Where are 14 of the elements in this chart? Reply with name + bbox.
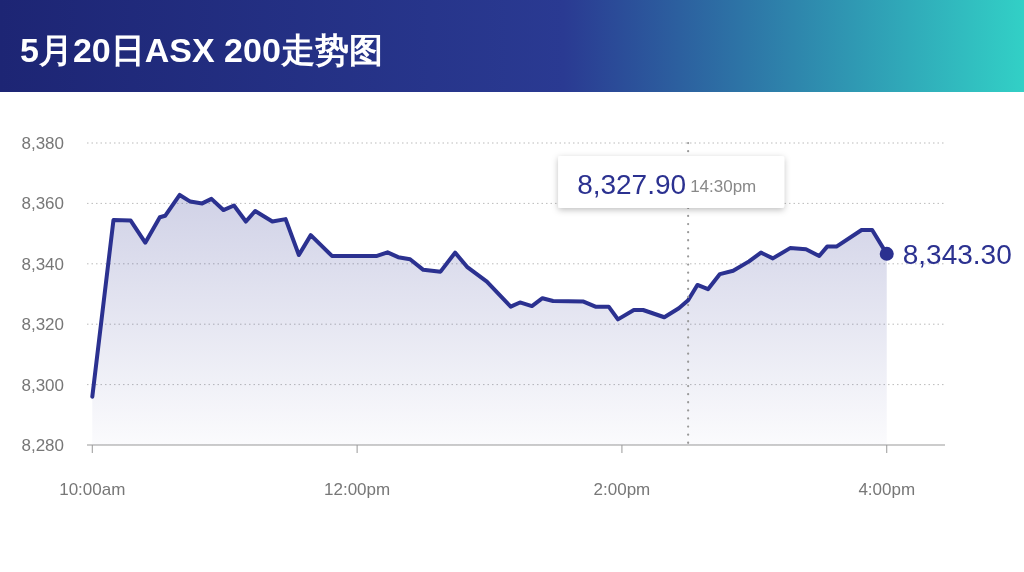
y-tick-label: 8,380 xyxy=(21,134,64,153)
x-tick-label: 12:00pm xyxy=(324,480,391,499)
annotation: 8,343.30 xyxy=(902,238,1012,270)
chart-title: 5月20日ASX 200走势图 xyxy=(20,31,383,69)
y-tick-label: 8,280 xyxy=(21,436,64,455)
y-tick-label: 8,320 xyxy=(21,315,64,335)
y-tick-label: 8,300 xyxy=(21,375,64,395)
y-tick-label: 8,340 xyxy=(21,254,64,274)
x-tick-label: 2:00pm xyxy=(593,480,651,499)
x-tick-label: 10:00am xyxy=(59,480,126,499)
annotation: 8,327.90 xyxy=(577,169,687,200)
y-tick-label: 8,360 xyxy=(21,194,64,214)
x-tick-label: 4:00pm xyxy=(858,480,916,499)
ref-line-label: 14:30pm xyxy=(690,177,757,196)
